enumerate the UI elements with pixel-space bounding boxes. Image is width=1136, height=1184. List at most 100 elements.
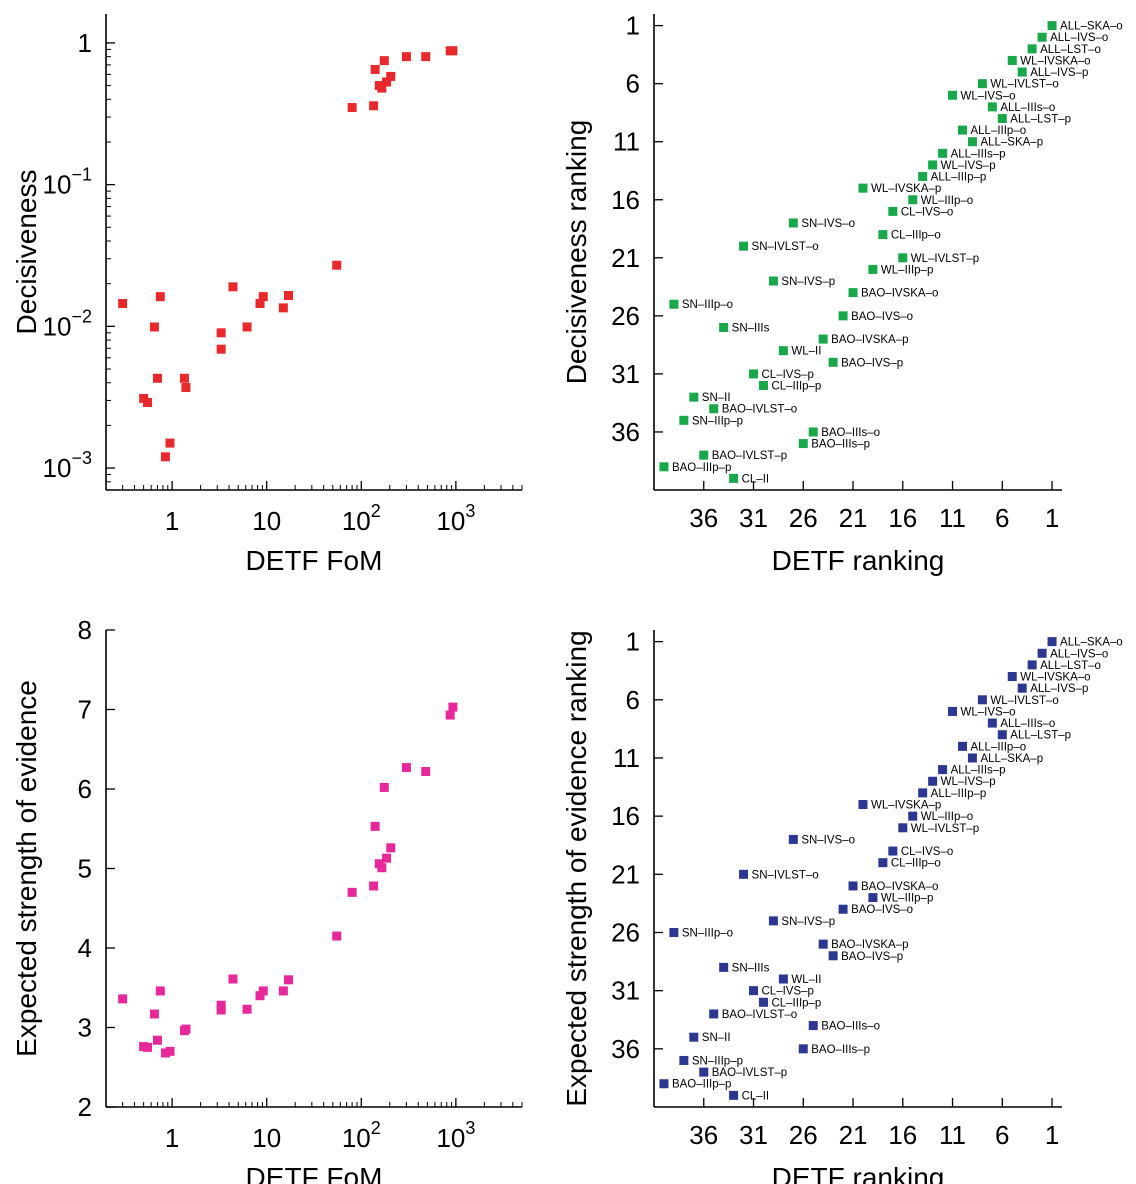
data-point: [659, 1079, 669, 1089]
y-tick-label-base: 6: [78, 774, 92, 804]
x-tick-label: 36: [689, 1120, 718, 1150]
y-tick-label-base: 8: [78, 615, 92, 645]
y-tick-label-base: 10: [43, 170, 72, 200]
x-axis-title: DETF ranking: [772, 545, 945, 576]
data-point-label: ALL–SKA–p: [980, 137, 1043, 149]
data-point: [165, 438, 175, 448]
data-point: [878, 230, 888, 240]
x-tick-label: 6: [995, 1120, 1009, 1150]
data-point: [709, 404, 719, 414]
data-point-label: BAO–IVLST–o: [722, 1009, 797, 1021]
y-tick-label: 31: [611, 359, 640, 389]
data-point: [858, 800, 868, 810]
data-point-label: ALL–IIIp–o: [970, 125, 1026, 137]
data-point-label: WL–IVSKA–o: [1020, 672, 1090, 684]
x-tick-label: 21: [839, 503, 868, 533]
data-point-label: SN–IIIp–p: [692, 415, 743, 427]
y-tick-label: 10−1: [43, 165, 92, 200]
data-point-label: ALL–IIIs–p: [951, 148, 1006, 160]
data-point: [377, 83, 387, 93]
data-point: [778, 346, 788, 356]
x-tick-label: 6: [995, 503, 1009, 533]
data-point: [284, 291, 294, 301]
data-point-label: SN–IIIs: [732, 962, 770, 974]
y-tick-label: 16: [611, 185, 640, 215]
data-point: [898, 253, 908, 263]
data-point: [448, 702, 458, 712]
data-point-label: ALL–SKA–o: [1060, 637, 1123, 649]
data-point: [788, 834, 798, 844]
y-axis-title: Decisiveness: [11, 170, 42, 335]
data-point: [377, 863, 387, 873]
data-point: [977, 79, 987, 89]
data-point: [679, 415, 689, 425]
data-point: [749, 986, 759, 996]
data-point: [379, 782, 389, 792]
data-point: [278, 303, 288, 313]
data-point-label: CL–IIIp–o: [891, 858, 941, 870]
x-tick-label: 21: [839, 1120, 868, 1150]
y-axis-title: Expected strength of evidence ranking: [561, 630, 592, 1106]
data-point: [749, 369, 759, 379]
y-tick-label-base: 1: [78, 28, 92, 58]
data-point-label: WL–IVS–p: [941, 160, 996, 172]
data-point-label: CL–IVS–p: [762, 986, 814, 998]
x-tick-label: 103: [436, 501, 475, 536]
data-point: [181, 1024, 191, 1034]
data-point-label: BAO–IIIs–o: [821, 1021, 880, 1033]
data-point-label: WL–IIIp–p: [881, 264, 933, 276]
y-tick-label: 2: [78, 1092, 92, 1122]
data-point: [332, 931, 342, 941]
data-point: [808, 1021, 818, 1031]
data-point: [938, 765, 948, 775]
y-tick-label-base: 10: [43, 311, 72, 341]
y-tick-label: 6: [626, 69, 640, 99]
data-point: [143, 1042, 153, 1052]
data-point: [828, 951, 838, 961]
x-tick-label: 26: [789, 503, 818, 533]
data-point-label: CL–IVS–o: [901, 846, 953, 858]
data-point: [848, 288, 858, 298]
x-tick-label: 10: [252, 1123, 281, 1153]
y-tick-label: 4: [78, 933, 92, 963]
data-point: [719, 962, 729, 972]
data-point: [379, 56, 389, 66]
data-point: [729, 473, 739, 483]
data-point: [768, 276, 778, 286]
data-point-label: SN–IVS–p: [781, 916, 835, 928]
data-point: [228, 282, 238, 292]
x-tick-label-base: 10: [252, 1123, 281, 1153]
y-tick-label: 3: [78, 1013, 92, 1043]
x-tick-label-base: 10: [342, 506, 371, 536]
data-point: [370, 64, 380, 74]
data-point-label: CL–II: [742, 473, 770, 485]
x-tick-label: 11: [939, 1120, 966, 1150]
y-tick-label: 7: [78, 695, 92, 725]
data-point: [445, 710, 455, 720]
data-point: [739, 241, 749, 251]
x-tick-label: 1: [165, 506, 179, 536]
data-point: [242, 322, 252, 332]
data-point: [155, 292, 165, 302]
data-point-label: WL–IVS–p: [941, 776, 996, 788]
data-point: [957, 741, 967, 751]
data-point: [401, 763, 411, 773]
x-tick-label: 10: [252, 506, 281, 536]
data-point: [967, 753, 977, 763]
y-tick-label-base: 10: [43, 453, 72, 483]
data-point: [160, 452, 170, 462]
data-point-label: ALL–LST–p: [1010, 113, 1071, 125]
y-tick-label: 10−3: [43, 448, 92, 483]
x-tick-label-exponent: 3: [465, 501, 475, 521]
data-point: [977, 695, 987, 705]
data-point: [948, 90, 958, 100]
data-point-label: BAO–IVLST–p: [712, 450, 787, 462]
x-tick-label-exponent: 2: [371, 501, 381, 521]
data-point: [118, 298, 128, 308]
data-point: [216, 1005, 226, 1015]
data-point-label: WL–II: [791, 346, 821, 358]
data-point-label: CL–IVS–p: [762, 369, 814, 381]
data-point: [838, 311, 848, 321]
